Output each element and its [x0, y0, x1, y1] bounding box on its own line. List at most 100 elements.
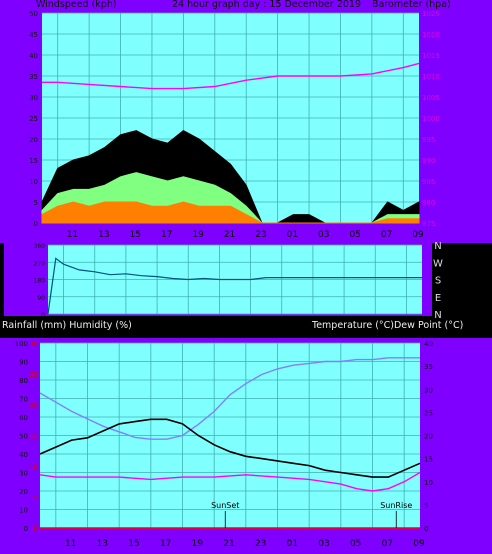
grid-lines — [40, 12, 422, 529]
rain-humidity-axis-title: Rainfall (mm) Humidity (%) — [2, 320, 132, 331]
rain-tick-label: 25 — [29, 371, 38, 379]
wind-tick-label: 30 — [29, 94, 38, 102]
baro-tick-label: 1020 — [422, 31, 440, 39]
temp-tick-label: 40 — [424, 340, 433, 348]
wind-tick-label: 0 — [34, 220, 38, 228]
x-tick-label: 05 — [349, 230, 360, 240]
wind-speed-series — [41, 201, 420, 224]
rain-tick-label: 0 — [34, 525, 38, 533]
compass-label: W — [433, 258, 443, 269]
dir-tick-label: 180 — [34, 278, 46, 285]
x-tick-label: 11 — [67, 230, 78, 240]
wind-tick-label: 10 — [29, 178, 38, 186]
wind-tick-label: 45 — [29, 31, 38, 39]
dir-tick-label: 90 — [37, 295, 45, 302]
barometer-series — [42, 62, 420, 90]
compass-label: E — [435, 293, 441, 304]
humidity-tick-label: 70 — [19, 396, 28, 404]
rain-tick-label: 15 — [29, 433, 38, 441]
x-tick-label: 19 — [192, 230, 204, 240]
chart-marks — [39, 62, 422, 529]
humidity-tick-label: 20 — [19, 488, 28, 496]
x-tick-label: 09 — [413, 539, 425, 549]
humidity-tick-label: 90 — [19, 359, 28, 367]
humidity-tick-label: 80 — [19, 377, 28, 385]
x-tick-label: 09 — [412, 230, 424, 240]
x-tick-label: 11 — [65, 539, 76, 549]
baro-tick-label: 1000 — [422, 115, 440, 123]
wind-tick-label: 50 — [29, 10, 38, 18]
humidity-tick-label: 10 — [19, 507, 28, 515]
compass-label: S — [435, 276, 441, 287]
x-tick-label: 17 — [160, 539, 171, 549]
sunset-marker-label: SunSet — [211, 501, 239, 510]
temp-tick-label: 30 — [424, 386, 433, 394]
baro-tick-label: 995 — [422, 136, 435, 144]
temp-tick-label: 20 — [424, 433, 433, 441]
x-tick-label: 19 — [192, 539, 204, 549]
x-tick-label: 21 — [223, 539, 234, 549]
wind-tick-label: 5 — [34, 199, 38, 207]
wind-tick-label: 25 — [29, 115, 38, 123]
rain-tick-label: 10 — [29, 463, 38, 471]
barometer-axis-title: Barometer (hpa) — [372, 0, 451, 10]
baro-tick-label: 990 — [422, 157, 435, 165]
compass-label: N — [434, 241, 441, 252]
temp-tick-label: 35 — [424, 363, 433, 371]
humidity-tick-label: 60 — [19, 414, 28, 422]
temp-tick-label: 0 — [424, 525, 428, 533]
sunrise-marker-label: SunRise — [380, 501, 412, 510]
x-tick-label: 05 — [350, 539, 361, 549]
humidity-tick-label: 30 — [19, 470, 28, 478]
temp-tick-label: 10 — [424, 479, 433, 487]
temperature-series — [39, 418, 421, 478]
x-tick-label: 07 — [381, 230, 392, 240]
x-tick-label: 13 — [97, 539, 108, 549]
rain-tick-label: 5 — [34, 494, 38, 502]
wind-tick-label: 35 — [29, 73, 38, 81]
dir-tick-label: 270 — [34, 260, 46, 267]
wind-tick-label: 20 — [29, 136, 38, 144]
baro-tick-label: 1010 — [422, 73, 440, 81]
wind-tick-label: 15 — [29, 157, 38, 165]
chart-title: 24 hour graph day : 15 December 2019 — [172, 0, 361, 10]
temp-dewpoint-axis-title: Temperature (°C)Dew Point (°C) — [312, 320, 464, 331]
humidity-series — [39, 357, 420, 440]
baro-tick-label: 1015 — [422, 52, 440, 60]
compass-label: N — [434, 310, 441, 321]
temp-tick-label: 5 — [424, 502, 428, 510]
x-tick-label: 03 — [318, 230, 329, 240]
dir-tick-label: 360 — [34, 243, 46, 250]
x-tick-label: 07 — [382, 539, 393, 549]
baro-tick-label: 975 — [422, 220, 435, 228]
wind-direction-series — [47, 257, 422, 315]
x-tick-label: 17 — [161, 230, 172, 240]
title-bar — [0, 0, 492, 11]
x-tick-label: 23 — [255, 539, 266, 549]
x-tick-label: 23 — [255, 230, 266, 240]
baro-tick-label: 1025 — [422, 10, 440, 18]
x-tick-label: 01 — [287, 539, 298, 549]
temp-tick-label: 15 — [424, 456, 433, 464]
baro-tick-label: 1005 — [422, 94, 440, 102]
rain-tick-label: 30 — [29, 340, 38, 348]
humidity-tick-label: 50 — [19, 433, 28, 441]
humidity-tick-label: 100 — [15, 340, 28, 348]
x-tick-label: 01 — [287, 230, 298, 240]
dewpoint-series — [39, 471, 421, 492]
humidity-tick-label: 40 — [19, 451, 28, 459]
x-tick-label: 21 — [224, 230, 235, 240]
mid-title-bar — [0, 318, 492, 338]
x-tick-label: 13 — [98, 230, 109, 240]
baro-tick-label: 980 — [422, 199, 435, 207]
temp-tick-label: 25 — [424, 409, 433, 417]
humidity-tick-label: 0 — [24, 525, 28, 533]
x-tick-label: 03 — [318, 539, 329, 549]
baro-tick-label: 985 — [422, 178, 435, 186]
x-tick-label: 15 — [130, 230, 141, 240]
x-tick-label: 15 — [128, 539, 139, 549]
wind-tick-label: 40 — [29, 52, 38, 60]
rain-tick-label: 20 — [29, 402, 38, 410]
